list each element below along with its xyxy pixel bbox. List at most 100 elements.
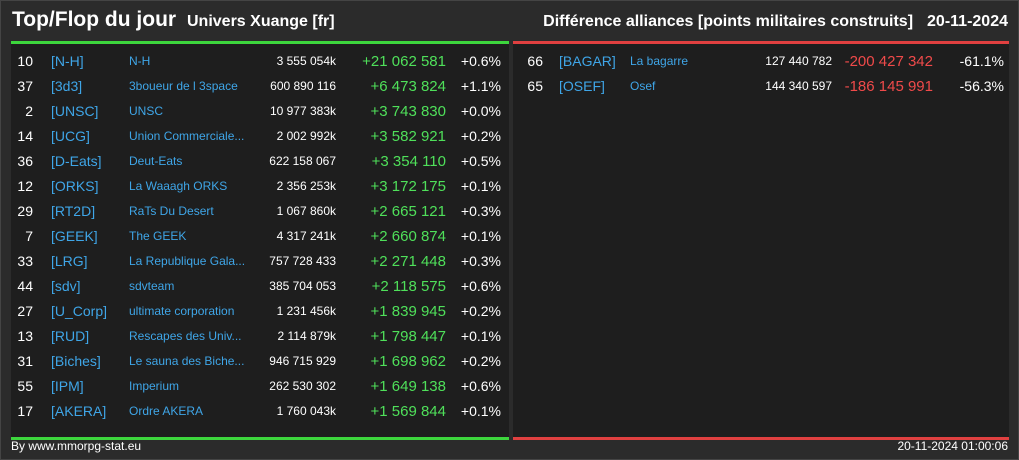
rank-cell: 13 [17, 328, 33, 344]
percent-cell: +0.2% [460, 303, 501, 319]
diff-cell: +2 660 874 [370, 228, 447, 245]
alliance-tag-link[interactable]: [U_Corp] [51, 303, 108, 319]
top-row: 14 [UCG] Union Commerciale... 2 002 992k +3 … [11, 124, 509, 149]
diff-cell: +1 839 945 [370, 303, 447, 320]
alliance-tag-link[interactable]: [Biches] [51, 353, 101, 369]
diff-cell: +3 743 830 [370, 103, 447, 120]
top-row: 33 [LRG] La Republique Gala... 757 728 433 +… [11, 249, 509, 274]
category-header: Différence alliances [points militaires … [529, 13, 1008, 31]
points-cell: 622 158 067 [269, 154, 336, 168]
generated-timestamp: 20-11-2024 01:00:06 [897, 439, 1008, 453]
percent-cell: +0.1% [460, 228, 501, 244]
points-cell: 4 317 241k [276, 229, 336, 243]
alliance-name-link[interactable]: Ordre AKERA [129, 404, 204, 418]
diff-cell: +3 172 175 [370, 178, 447, 195]
alliance-name-link[interactable]: UNSC [129, 104, 164, 118]
top-row: 36 [D-Eats] Deut-Eats 622 158 067 +3 354 110… [11, 149, 509, 174]
alliance-tag-link[interactable]: [RT2D] [51, 203, 96, 219]
percent-cell: +0.6% [460, 378, 501, 394]
diff-cell: +3 582 921 [370, 128, 447, 145]
alliance-name-link[interactable]: sdvteam [129, 279, 175, 293]
alliance-tag-link[interactable]: [sdv] [51, 278, 81, 294]
alliance-tag-link[interactable]: [3d3] [51, 78, 83, 94]
top-row: 27 [U_Corp] ultimate corporation 1 231 456k… [11, 299, 509, 324]
rank-cell: 66 [527, 53, 543, 69]
alliance-tag-link[interactable]: [GEEK] [51, 228, 98, 244]
alliance-tag-link[interactable]: [BAGAR] [559, 53, 616, 69]
top-row: 12 [ORKS] La Waaagh ORKS 2 356 253k +3 172 1… [11, 174, 509, 199]
rank-cell: 29 [17, 203, 33, 219]
alliance-name-link[interactable]: 3boueur de l 3space [129, 79, 238, 93]
page-title: Top/Flop du jour [12, 8, 177, 31]
rank-cell: 31 [17, 353, 33, 369]
top-row: 10 [N-H] N-H 3 555 054k +21 062 581 +0.6% [11, 49, 509, 74]
alliance-tag-link[interactable]: [IPM] [51, 378, 84, 394]
rank-cell: 27 [17, 303, 33, 319]
alliance-name-link[interactable]: Imperium [129, 379, 180, 393]
diff-cell: +2 271 448 [370, 253, 447, 270]
alliance-name-link[interactable]: ultimate corporation [129, 304, 235, 318]
alliance-tag-link[interactable]: [D-Eats] [51, 153, 102, 169]
rank-cell: 7 [25, 228, 33, 244]
diff-cell: +1 569 844 [370, 403, 447, 420]
alliance-name-link[interactable]: RaTs Du Desert [129, 204, 214, 218]
alliance-tag-link[interactable]: [ORKS] [51, 178, 99, 194]
top-row: 31 [Biches] Le sauna des Biche... 946 715 9… [11, 349, 509, 374]
rank-cell: 17 [17, 403, 33, 419]
points-cell: 2 114 879k [277, 329, 337, 343]
percent-cell: +0.1% [460, 403, 501, 419]
alliance-name-link[interactable]: Union Commerciale... [129, 129, 245, 143]
alliance-tag-link[interactable]: [LRG] [51, 253, 88, 269]
alliance-name-link[interactable]: Deut-Eats [129, 154, 183, 168]
top-row: 37 [3d3] 3boueur de l 3space 600 890 116 +6 … [11, 74, 509, 99]
percent-cell: +0.1% [460, 178, 501, 194]
rank-cell: 14 [17, 128, 33, 144]
diff-cell: +6 473 824 [370, 78, 447, 95]
points-cell: 127 440 782 [765, 54, 832, 68]
alliance-name-link[interactable]: La Waaagh ORKS [129, 179, 228, 193]
alliance-tag-link[interactable]: [OSEF] [559, 78, 605, 94]
percent-cell: +0.5% [460, 153, 501, 169]
alliance-name-link[interactable]: The GEEK [129, 229, 187, 243]
alliance-name-link[interactable]: La bagarre [630, 54, 689, 68]
points-cell: 2 002 992k [276, 129, 336, 143]
percent-cell: -56.3% [959, 78, 1004, 94]
rank-cell: 36 [17, 153, 33, 169]
alliance-name-link[interactable]: Le sauna des Biche... [129, 354, 245, 368]
top-row: 44 [sdv] sdvteam 385 704 053 +2 118 575 +0.6% [11, 274, 509, 299]
top-row: 2 [UNSC] UNSC 10 977 383k +3 743 830 +0.0% [11, 99, 509, 124]
diff-cell: +21 062 581 [362, 53, 446, 70]
points-cell: 2 356 253k [276, 179, 336, 193]
alliance-tag-link[interactable]: [RUD] [51, 328, 90, 344]
alliance-tag-link[interactable]: [AKERA] [51, 403, 107, 419]
alliance-tag-link[interactable]: [UCG] [51, 128, 90, 144]
flop-row: 65 [OSEF] Osef 144 340 597 -186 145 991 -56.3… [513, 74, 1009, 99]
flop-panel: 66 [BAGAR] La bagarre 127 440 782 -200 427 3… [513, 41, 1009, 440]
percent-cell: +0.6% [460, 53, 501, 69]
percent-cell: +0.2% [460, 128, 501, 144]
top-row: 55 [IPM] Imperium 262 530 302 +1 649 138 +0.6… [11, 374, 509, 399]
diff-cell: +1 698 962 [370, 353, 447, 370]
percent-cell: +1.1% [460, 78, 501, 94]
alliance-tag-link[interactable]: [UNSC] [51, 103, 99, 119]
top-row: 29 [RT2D] RaTs Du Desert 1 067 860k +2 665 1… [11, 199, 509, 224]
date-label: 20-11-2024 [927, 13, 1008, 30]
points-cell: 262 530 302 [269, 379, 336, 393]
site-credit: By www.mmorpg-stat.eu [11, 439, 142, 453]
alliance-tag-link[interactable]: [N-H] [51, 53, 84, 69]
diff-cell: +3 354 110 [371, 153, 446, 170]
rank-cell: 10 [17, 53, 33, 69]
alliance-name-link[interactable]: Osef [630, 79, 656, 93]
alliance-name-link[interactable]: Rescapes des Univ... [129, 329, 242, 343]
points-cell: 1 067 860k [276, 204, 336, 218]
alliance-name-link[interactable]: N-H [129, 54, 151, 68]
top-panel: 10 [N-H] N-H 3 555 054k +21 062 581 +0.6% 37 [3… [11, 41, 509, 440]
top-row: 13 [RUD] Rescapes des Univ... 2 114 879k +1 … [11, 324, 509, 349]
points-cell: 144 340 597 [765, 79, 832, 93]
points-cell: 1 231 456k [276, 304, 336, 318]
percent-cell: +0.0% [460, 103, 501, 119]
alliance-name-link[interactable]: La Republique Gala... [129, 254, 246, 268]
points-cell: 3 555 054k [276, 54, 336, 68]
diff-cell: +1 649 138 [370, 378, 447, 395]
top-row: 7 [GEEK] The GEEK 4 317 241k +2 660 874 +0.1% [11, 224, 509, 249]
